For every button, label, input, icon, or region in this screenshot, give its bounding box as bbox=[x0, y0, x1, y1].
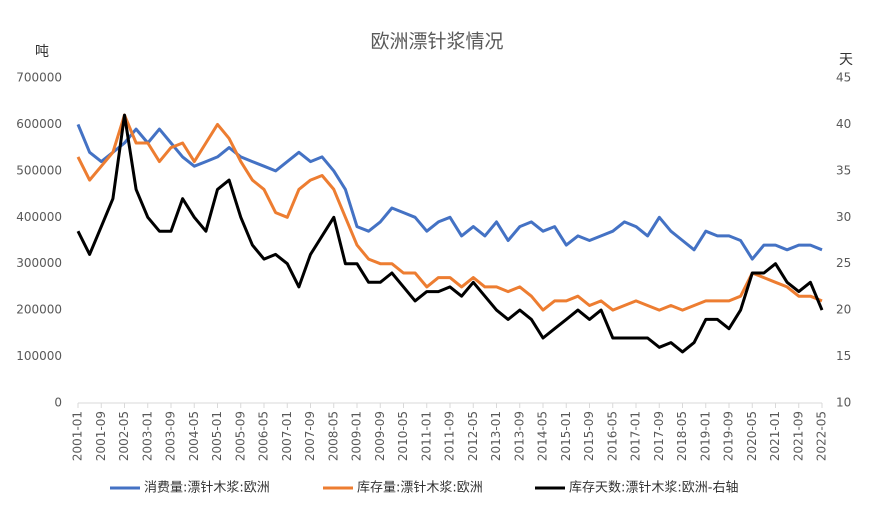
y-tick-label: 0 bbox=[54, 396, 62, 410]
y-axis-label: 吨 bbox=[35, 44, 49, 60]
y2-tick-label: 40 bbox=[836, 117, 851, 131]
x-tick-label: 2003-01 bbox=[140, 411, 154, 461]
x-tick-label: 2003-09 bbox=[164, 411, 178, 461]
y-tick-label: 100000 bbox=[16, 349, 62, 363]
x-tick-label: 2001-01 bbox=[71, 411, 85, 461]
x-tick-label: 2012-05 bbox=[466, 411, 480, 461]
y2-tick-label: 35 bbox=[836, 163, 851, 177]
x-tick-label: 2005-01 bbox=[210, 411, 224, 461]
y-tick-label: 600000 bbox=[16, 117, 62, 131]
y2-tick-label: 20 bbox=[836, 303, 851, 317]
x-tick-label: 2013-09 bbox=[512, 411, 526, 461]
x-tick-label: 2009-09 bbox=[373, 411, 387, 461]
y2-tick-label: 10 bbox=[836, 396, 851, 410]
y-tick-label: 300000 bbox=[16, 256, 62, 270]
x-tick-label: 2001-09 bbox=[94, 411, 108, 461]
y2-tick-label: 45 bbox=[836, 71, 851, 85]
y2-tick-label: 15 bbox=[836, 349, 851, 363]
x-tick-label: 2014-05 bbox=[536, 411, 550, 461]
x-tick-label: 2018-05 bbox=[675, 411, 689, 461]
legend-label: 库存量:漂针木浆:欧洲 bbox=[357, 480, 483, 496]
y2-tick-label: 30 bbox=[836, 210, 851, 224]
y-tick-label: 400000 bbox=[16, 210, 62, 224]
x-tick-label: 2011-09 bbox=[443, 411, 457, 461]
x-tick-label: 2016-05 bbox=[605, 411, 619, 461]
x-tick-label: 2019-09 bbox=[722, 411, 736, 461]
x-tick-label: 2022-05 bbox=[815, 411, 829, 461]
y-tick-label: 500000 bbox=[16, 163, 62, 177]
x-tick-label: 2009-01 bbox=[350, 411, 364, 461]
x-tick-label: 2015-09 bbox=[582, 411, 596, 461]
x-tick-label: 2002-05 bbox=[117, 411, 131, 461]
x-tick-label: 2004-05 bbox=[187, 411, 201, 461]
y-tick-label: 700000 bbox=[16, 71, 62, 85]
x-tick-label: 2017-01 bbox=[629, 411, 643, 461]
x-tick-label: 2008-05 bbox=[326, 411, 340, 461]
chart-title: 欧洲漂针浆情况 bbox=[370, 31, 503, 53]
y-tick-label: 200000 bbox=[16, 303, 62, 317]
x-tick-label: 2017-09 bbox=[652, 411, 666, 461]
x-tick-label: 2005-09 bbox=[233, 411, 247, 461]
legend-label: 消费量:漂针木浆:欧洲 bbox=[144, 480, 270, 496]
series-line bbox=[76, 113, 824, 354]
x-tick-label: 2006-05 bbox=[257, 411, 271, 461]
x-tick-label: 2007-09 bbox=[303, 411, 317, 461]
x-tick-label: 2019-01 bbox=[698, 411, 712, 461]
x-tick-label: 2015-01 bbox=[559, 411, 573, 461]
x-tick-label: 2007-01 bbox=[280, 411, 294, 461]
y2-tick-label: 25 bbox=[836, 256, 851, 270]
x-tick-label: 2010-05 bbox=[396, 411, 410, 461]
x-tick-label: 2021-01 bbox=[768, 411, 782, 461]
y2-axis-label: 天 bbox=[839, 52, 853, 68]
x-tick-label: 2021-09 bbox=[791, 411, 805, 461]
x-tick-label: 2020-05 bbox=[745, 411, 759, 461]
x-tick-label: 2013-01 bbox=[489, 411, 503, 461]
series-line bbox=[76, 113, 823, 312]
series-line bbox=[76, 123, 823, 261]
legend-label: 库存天数:漂针木浆:欧洲-右轴 bbox=[569, 480, 738, 496]
x-tick-label: 2011-01 bbox=[419, 411, 433, 461]
